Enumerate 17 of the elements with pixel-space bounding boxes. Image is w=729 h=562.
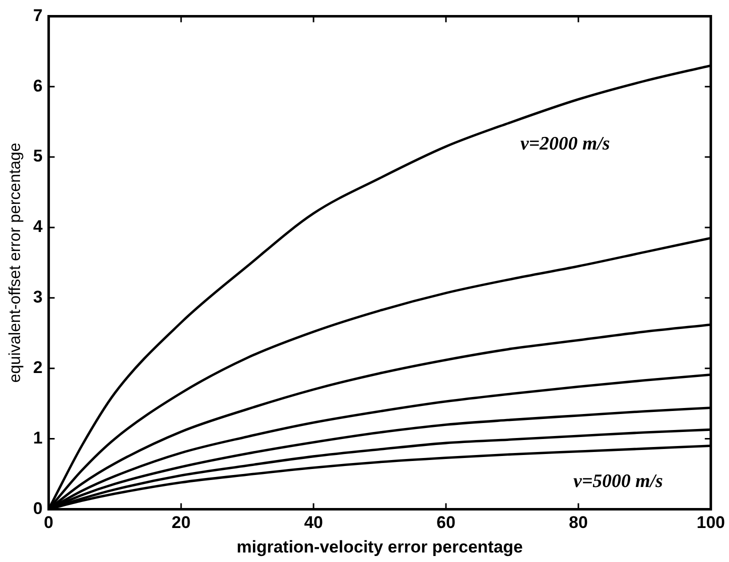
y-tick-label: 6	[33, 76, 43, 96]
x-tick-label: 100	[696, 513, 726, 532]
y-axis-title: equivalent-offset error percentage	[7, 142, 24, 383]
y-tick-label: 7	[33, 6, 43, 25]
y-tick-label: 4	[33, 217, 44, 236]
x-tick-label: 20	[172, 513, 191, 532]
y-tick-label: 3	[33, 288, 43, 307]
annotation: v=2000 m/s	[520, 133, 610, 154]
x-tick-label: 60	[436, 513, 456, 532]
x-tick-label: 80	[568, 513, 588, 532]
annotation: v=5000 m/s	[573, 470, 663, 492]
y-tick-label: 1	[33, 428, 43, 448]
x-axis-title: migration-velocity error percentage	[236, 537, 523, 556]
y-tick-label: 0	[33, 498, 43, 518]
x-tick-label: 40	[304, 513, 323, 532]
y-tick-label: 5	[33, 146, 43, 166]
y-tick-label: 2	[33, 358, 43, 378]
